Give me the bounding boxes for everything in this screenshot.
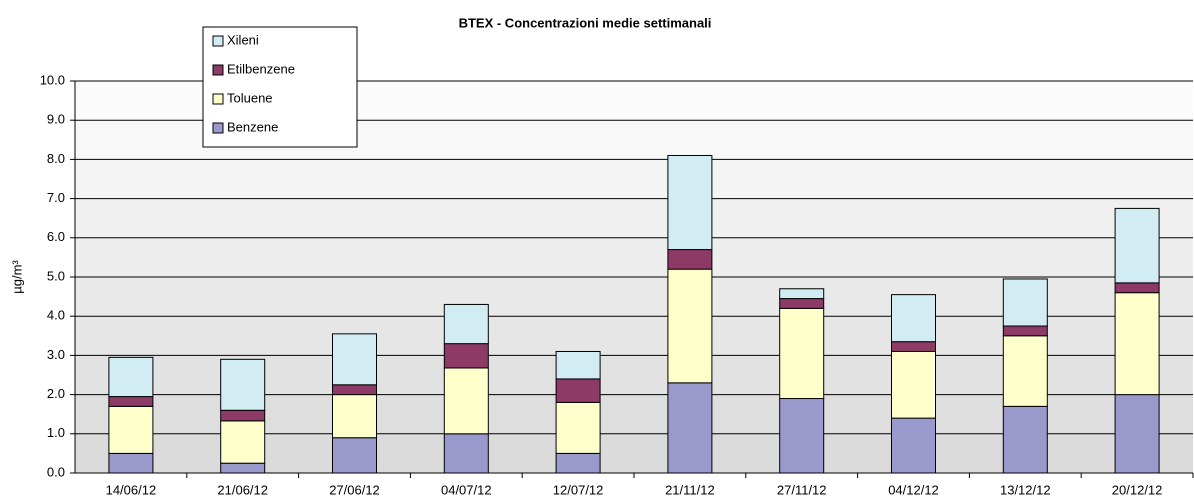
bar-segment <box>443 433 489 474</box>
bar-segment <box>555 378 601 403</box>
y-tick-label: 5.0 <box>47 268 65 283</box>
bar-segment <box>332 333 377 386</box>
bar-segment <box>667 154 713 251</box>
bar-segment <box>779 298 825 309</box>
bar-segment <box>220 420 266 464</box>
y-tick-label: 7.0 <box>47 190 65 205</box>
y-tick-label: 8.0 <box>47 151 65 166</box>
bar-segment <box>443 303 489 345</box>
bar-segment <box>332 384 377 396</box>
y-axis-label: µg/m³ <box>9 260 24 294</box>
bar-segment <box>443 367 489 435</box>
bar-segment <box>332 394 377 439</box>
plot-band <box>75 237 1193 277</box>
x-tick-label: 04/07/12 <box>441 482 492 497</box>
bar-segment <box>779 307 825 400</box>
bar-segment <box>1002 405 1048 474</box>
bar-segment <box>1002 325 1048 337</box>
bar-segment <box>220 358 266 411</box>
bar-segment <box>891 294 936 343</box>
bar-segment <box>108 356 154 398</box>
x-tick-label: 20/12/12 <box>1112 482 1163 497</box>
bar-segment <box>220 462 266 474</box>
bar-segment <box>108 396 154 407</box>
legend-swatch <box>212 93 224 105</box>
bar-segment <box>108 452 154 474</box>
bar-segment <box>1002 278 1048 327</box>
bar-segment <box>667 268 713 384</box>
y-tick-label: 0.0 <box>47 464 65 479</box>
bar-segment <box>555 350 601 380</box>
bar-segment <box>667 249 713 270</box>
bar-segment <box>220 409 266 422</box>
bar-segment <box>1114 394 1160 474</box>
plot-band <box>75 198 1193 238</box>
y-tick-label: 10.0 <box>40 72 65 87</box>
chart-title: BTEX - Concentrazioni medie settimanali <box>459 15 712 30</box>
bar-segment <box>108 405 154 454</box>
bar-segment <box>891 350 936 419</box>
bar-segment <box>1114 292 1160 396</box>
bar-segment <box>1002 335 1048 407</box>
y-tick-label: 1.0 <box>47 425 65 440</box>
bar-segment <box>891 341 936 352</box>
legend-swatch <box>212 35 224 47</box>
x-tick-label: 27/06/12 <box>329 482 380 497</box>
legend-box <box>202 26 358 148</box>
y-tick-label: 6.0 <box>47 229 65 244</box>
y-tick-label: 4.0 <box>47 308 65 323</box>
x-tick-label: 27/11/12 <box>777 482 827 497</box>
bar-segment <box>1114 207 1160 284</box>
bar-segment <box>667 382 713 474</box>
y-tick-label: 3.0 <box>47 347 65 362</box>
x-tick-label: 13/12/12 <box>1000 482 1051 497</box>
legend-swatch <box>212 122 224 134</box>
legend-label: Xileni <box>227 32 259 47</box>
bar-segment <box>555 401 601 454</box>
x-tick-label: 12/07/12 <box>553 482 604 497</box>
bar-segment <box>891 417 936 474</box>
legend-label: Benzene <box>227 119 278 134</box>
x-tick-label: 21/11/12 <box>665 482 715 497</box>
legend-label: Etilbenzene <box>227 61 295 76</box>
bar-segment <box>332 437 377 474</box>
bar-segment <box>779 398 825 474</box>
y-tick-label: 2.0 <box>47 386 65 401</box>
bar-segment <box>1114 282 1160 294</box>
bar-segment <box>555 452 601 474</box>
x-tick-label: 21/06/12 <box>217 482 268 497</box>
plot-band <box>75 159 1193 199</box>
x-tick-label: 14/06/12 <box>106 482 157 497</box>
legend-label: Toluene <box>227 90 273 105</box>
bar-segment <box>443 343 489 369</box>
y-tick-label: 9.0 <box>47 112 65 127</box>
legend-swatch <box>212 64 224 76</box>
x-tick-label: 04/12/12 <box>888 482 939 497</box>
bar-segment <box>779 288 825 300</box>
